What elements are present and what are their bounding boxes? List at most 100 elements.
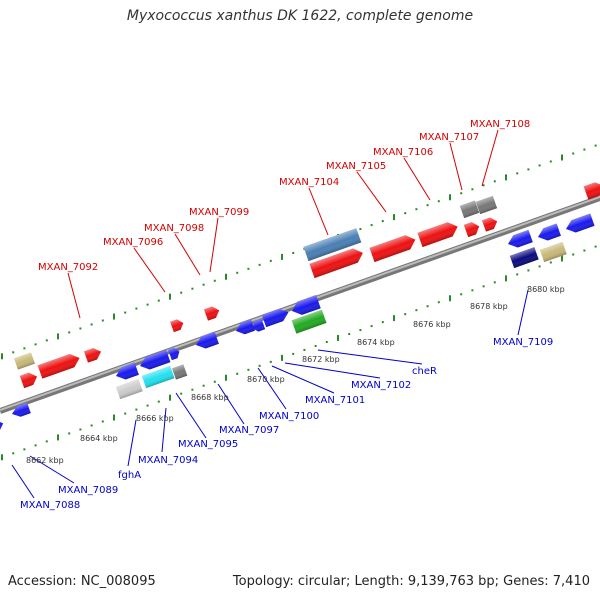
gene-arrow[interactable] — [115, 378, 143, 400]
tick-mark — [258, 263, 261, 266]
tick-mark — [348, 333, 351, 336]
tick-mark — [157, 400, 160, 403]
gene-label[interactable]: MXAN_7106 — [373, 147, 433, 158]
gene-arrow[interactable] — [141, 365, 175, 389]
tick-mark — [404, 313, 407, 316]
map-title: Myxococcus xanthus DK 1622, complete gen… — [126, 8, 474, 24]
gene-arrow[interactable] — [506, 229, 533, 250]
gene-arrow[interactable] — [19, 371, 39, 389]
gene-arrow[interactable] — [459, 200, 480, 219]
tick-mark — [314, 344, 317, 347]
gene-arrow[interactable] — [83, 346, 103, 363]
tick-mark — [34, 444, 37, 447]
tick-mark — [549, 261, 552, 264]
gene-arrow[interactable] — [509, 247, 539, 269]
gene-label[interactable]: fghA — [118, 470, 141, 481]
gene-label[interactable]: MXAN_7105 — [326, 161, 386, 172]
gene-label[interactable]: MXAN_7102 — [351, 380, 411, 391]
gene-label[interactable]: MXAN_7101 — [305, 395, 365, 406]
gene-arrow[interactable] — [250, 318, 266, 333]
gene-label[interactable]: MXAN_7109 — [493, 337, 553, 348]
gene-arrow[interactable] — [203, 305, 221, 321]
gene-arrow[interactable] — [114, 362, 139, 383]
gene-label[interactable]: MXAN_7096 — [103, 237, 163, 248]
tick-mark — [101, 319, 104, 322]
gene-arrow[interactable] — [303, 228, 362, 262]
tick-mark — [247, 267, 250, 270]
gene-arrow[interactable] — [234, 319, 255, 336]
tick-mark — [426, 305, 429, 308]
gene-arrow[interactable] — [309, 246, 365, 279]
gene-arrow[interactable] — [261, 306, 291, 328]
tick-mark — [225, 374, 227, 381]
tick-mark — [538, 265, 541, 268]
gene-arrow[interactable] — [481, 216, 499, 232]
scale-label: 8674 kbp — [357, 338, 395, 347]
tick-mark — [90, 323, 93, 326]
tick-mark — [381, 321, 384, 324]
leader-line — [174, 233, 201, 276]
gene-arrow[interactable] — [170, 318, 185, 333]
gene-label[interactable]: MXAN_7104 — [279, 177, 339, 188]
gene-label[interactable]: MXAN_7092 — [38, 262, 98, 273]
scale-label: 8666 kbp — [136, 414, 174, 423]
gene-label[interactable]: MXAN_7088 — [20, 500, 80, 511]
tick-mark — [45, 440, 48, 443]
tick-mark — [23, 448, 26, 451]
gene-arrow[interactable] — [290, 295, 321, 318]
tick-mark — [269, 360, 272, 363]
tick-mark — [79, 327, 82, 330]
gene-arrow[interactable] — [10, 402, 31, 419]
gene-label[interactable]: MXAN_7089 — [58, 485, 118, 496]
tick-mark — [146, 303, 149, 306]
gene-arrow[interactable] — [13, 352, 35, 370]
leader-line — [217, 383, 245, 425]
leader-line — [271, 365, 335, 394]
tick-mark — [202, 384, 205, 387]
gene-arrow[interactable] — [536, 223, 561, 244]
gene-arrow[interactable] — [564, 213, 595, 236]
gene-arrow[interactable] — [37, 351, 82, 379]
tick-mark — [12, 351, 15, 354]
gene-arrow[interactable] — [475, 195, 498, 215]
gene-arrow[interactable] — [168, 346, 181, 361]
gene-arrow[interactable] — [463, 220, 482, 238]
tick-mark — [359, 228, 362, 231]
gene-arrow[interactable] — [138, 349, 171, 372]
tick-mark — [393, 315, 395, 322]
gene-label[interactable]: MXAN_7098 — [144, 223, 204, 234]
leader-line — [161, 407, 167, 453]
gene-label[interactable]: MXAN_7094 — [138, 455, 198, 466]
gene-label[interactable]: MXAN_7099 — [189, 207, 249, 218]
gene-arrow[interactable] — [539, 241, 567, 263]
gene-arrow[interactable] — [194, 331, 219, 352]
tick-mark — [45, 339, 48, 342]
tick-mark — [460, 293, 463, 296]
plus-strand-labels: MXAN_7092 MXAN_7096 MXAN_7098 MXAN_7099 … — [38, 119, 530, 273]
tick-mark — [516, 172, 519, 175]
gene-label[interactable]: MXAN_7107 — [419, 132, 479, 143]
tick-mark — [191, 388, 194, 391]
tick-mark — [180, 392, 183, 395]
tick-mark — [169, 293, 171, 300]
leader-line — [317, 349, 423, 365]
gene-arrow[interactable] — [369, 233, 417, 263]
leader-line — [209, 217, 219, 273]
gene-label[interactable]: cheR — [412, 366, 437, 377]
gene-label[interactable]: MXAN_7095 — [178, 439, 238, 450]
tick-mark — [471, 289, 474, 292]
tick-mark — [460, 192, 463, 195]
gene-label[interactable]: MXAN_7108 — [470, 119, 530, 130]
tick-mark — [449, 295, 451, 302]
gene-arrow[interactable] — [417, 220, 460, 248]
tick-mark — [225, 273, 227, 280]
tick-mark — [202, 283, 205, 286]
gene-arrow[interactable] — [291, 309, 327, 334]
tick-mark — [561, 255, 563, 262]
gene-label[interactable]: MXAN_7097 — [219, 425, 279, 436]
gene-arrow[interactable] — [171, 364, 188, 380]
tick-mark — [493, 180, 496, 183]
gene-label[interactable]: MXAN_7100 — [259, 411, 319, 422]
gene-arrow[interactable] — [0, 418, 5, 434]
